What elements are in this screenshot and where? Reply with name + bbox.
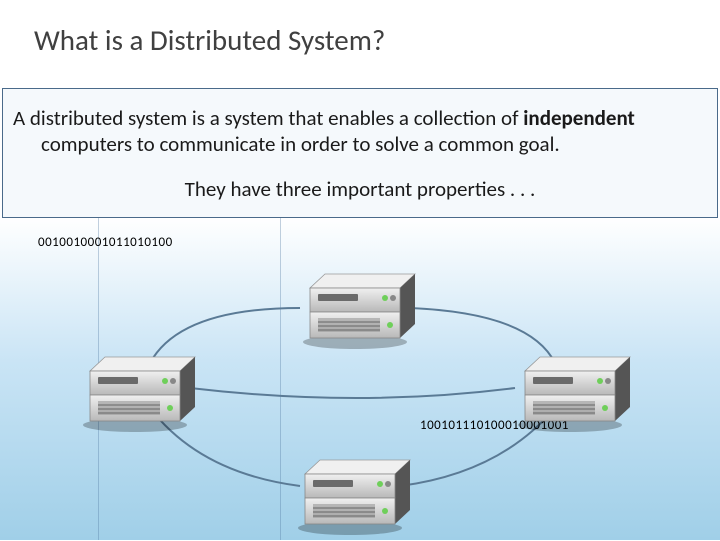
- definition-text: A distributed system is a system that en…: [13, 105, 707, 158]
- def-part2: computers to communicate in order to sol…: [13, 131, 560, 157]
- properties-line: They have three important properties . .…: [13, 176, 707, 202]
- network-edge: [190, 388, 515, 398]
- server-icon: [285, 446, 415, 536]
- server-icon: [70, 343, 200, 433]
- binary-label-top: 0010010001011010100: [38, 235, 173, 250]
- server-node-right: [505, 343, 635, 433]
- def-strong: independent: [523, 105, 635, 131]
- server-icon: [505, 343, 635, 433]
- page-title: What is a Distributed System?: [34, 22, 385, 58]
- def-part1: A distributed system is a system that en…: [13, 105, 523, 131]
- server-node-bottom: [285, 446, 415, 536]
- grid-line: [280, 218, 281, 540]
- definition-panel: A distributed system is a system that en…: [2, 88, 718, 218]
- server-node-top: [290, 260, 420, 350]
- network-diagram: 0010010001011010100 10010111010001000100…: [0, 218, 720, 540]
- server-icon: [290, 260, 420, 350]
- server-node-left: [70, 343, 200, 433]
